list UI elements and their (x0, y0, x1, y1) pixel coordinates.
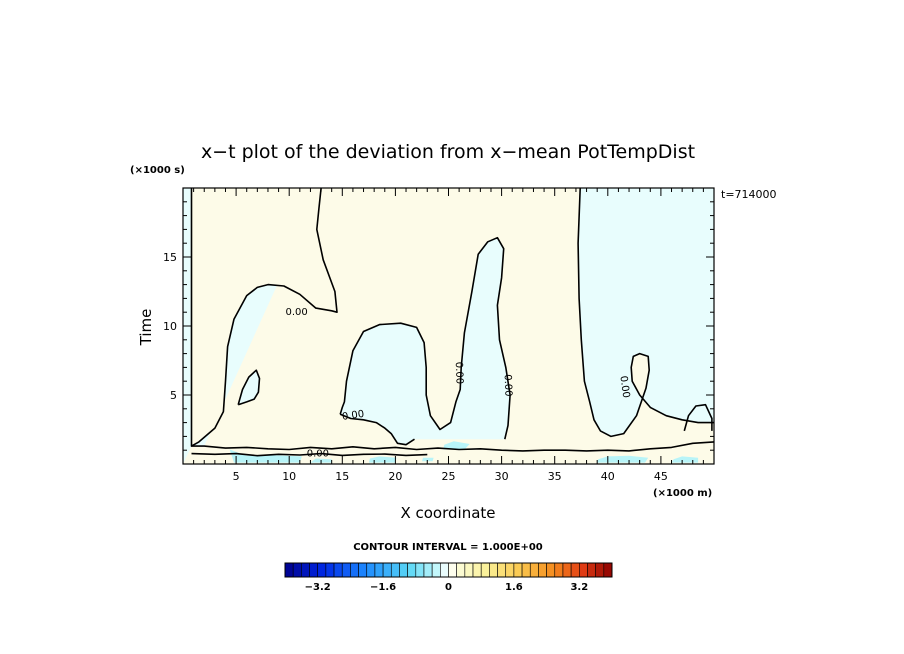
colorbar-tick-label: 3.2 (570, 582, 588, 593)
colorbar-tick-label: −1.6 (370, 582, 396, 593)
negative-patch-0 (229, 449, 302, 463)
colorbar-cell (301, 562, 310, 578)
y-axis-label: Time (137, 309, 155, 347)
y-tick-label: 15 (163, 251, 177, 264)
x-tick-label: 10 (282, 470, 296, 483)
zero-contour-0 (190, 187, 338, 447)
x-unit-label: (×1000 m) (653, 488, 712, 499)
colorbar-tick-label: 1.6 (505, 582, 523, 593)
x-tick-label: 15 (335, 470, 349, 483)
zero-contour-3 (339, 413, 415, 446)
plot-area: 0.00 0.00 0.00 0.00 0.00 0.00 5 10 15 20 25 30 35 40… (163, 187, 715, 483)
colorbar-cell (423, 562, 433, 578)
colorbar-cell (284, 562, 294, 578)
contour-label-0: 0.00 (286, 307, 308, 318)
zero-contour-5 (191, 452, 428, 457)
zero-contour-lines (190, 187, 715, 457)
colorbar-cell (456, 562, 466, 578)
x-tick-label: 5 (233, 470, 240, 483)
positive-region-bottom (183, 441, 714, 464)
colorbar-cell (546, 562, 556, 578)
negative-patch-6 (422, 457, 434, 462)
colorbar-cell (603, 562, 613, 578)
chart-title: x−t plot of the deviation from x−mean Po… (201, 141, 695, 163)
colorbar-tick-labels: −3.2 −1.6 0 1.6 3.2 (305, 582, 589, 593)
y-unit-label: (×1000 s) (130, 165, 185, 176)
zero-contour-1 (577, 187, 714, 438)
colorbar-cell (431, 562, 441, 578)
colorbar-cell (587, 562, 596, 578)
negative-patch-5 (671, 456, 699, 463)
zero-contour-7 (683, 403, 713, 432)
colorbar-cell (350, 562, 359, 578)
negative-region-patches (229, 441, 699, 463)
x-tick-label: 35 (548, 470, 562, 483)
colorbar-cell (325, 562, 335, 578)
axis-ticks: 5 10 15 20 25 30 35 40 45 5 10 15 (163, 187, 715, 483)
colorbar-cell (374, 562, 384, 578)
colorbar-cell (382, 562, 392, 578)
colorbar-cell (366, 562, 376, 578)
colorbar-cell (489, 562, 498, 578)
colorbar-frame (284, 562, 613, 578)
zero-contour-4 (191, 441, 715, 452)
colorbar-cell (521, 562, 531, 578)
colorbar-cell (578, 562, 588, 578)
y-tick-label: 5 (170, 389, 177, 402)
colorbar-cell (415, 562, 425, 578)
contour-interval-label: CONTOUR INTERVAL = 1.000E+00 (353, 542, 543, 553)
colorbar-cell (407, 562, 417, 578)
negative-patch-3 (443, 441, 470, 450)
colorbar-cell (505, 562, 515, 578)
colorbar-cell (358, 562, 368, 578)
contour-label-5: 0.00 (617, 375, 631, 399)
colorbar-tick-label: −3.2 (305, 582, 331, 593)
colorbar-cell (570, 562, 580, 578)
colorbar-cell (440, 562, 449, 578)
timestamp-label: t=714000 (721, 188, 777, 201)
negative-patch-2 (368, 456, 397, 463)
y-tick-label: 10 (163, 320, 177, 333)
zero-contour-6 (237, 369, 261, 406)
x-tick-label: 30 (495, 470, 509, 483)
colorbar-cell (472, 562, 482, 578)
contour-labels: 0.00 0.00 0.00 0.00 0.00 0.00 (286, 307, 632, 459)
colorbar-cell (333, 562, 343, 578)
colorbar-cell (309, 562, 318, 578)
negative-bump (238, 370, 260, 405)
zero-contour-2 (339, 236, 511, 440)
colorbar (284, 562, 613, 578)
contour-label-4: 0.00 (502, 374, 514, 397)
colorbar-cell (538, 562, 547, 578)
colorbar-cell (562, 562, 572, 578)
colorbar-tick-label: 0 (445, 582, 452, 593)
x-axis-label: X coordinate (400, 504, 495, 522)
x-tick-label: 20 (388, 470, 402, 483)
colorbar-cell (554, 562, 564, 578)
colorbar-cell (464, 562, 474, 578)
colorbar-cell (513, 562, 523, 578)
colorbar-cell (480, 562, 490, 578)
contour-label-2: 0.00 (307, 448, 329, 459)
x-tick-label: 25 (442, 470, 456, 483)
colorbar-cell (317, 562, 327, 578)
colorbar-cell (529, 562, 539, 578)
colorbar-cell (448, 562, 457, 578)
x-tick-label: 40 (601, 470, 615, 483)
colorbar-cell (595, 562, 605, 578)
negative-tongue (340, 237, 511, 445)
colorbar-cell (390, 562, 400, 578)
colorbar-cell (292, 562, 302, 578)
contour-label-3: 0.00 (453, 362, 465, 385)
colorbar-cell (341, 562, 351, 578)
colorbar-cell (399, 562, 408, 578)
x-tick-label: 45 (654, 470, 668, 483)
negative-patch-4 (597, 455, 649, 463)
colorbar-cell (497, 562, 507, 578)
contour-label-1: 0.00 (341, 409, 365, 423)
